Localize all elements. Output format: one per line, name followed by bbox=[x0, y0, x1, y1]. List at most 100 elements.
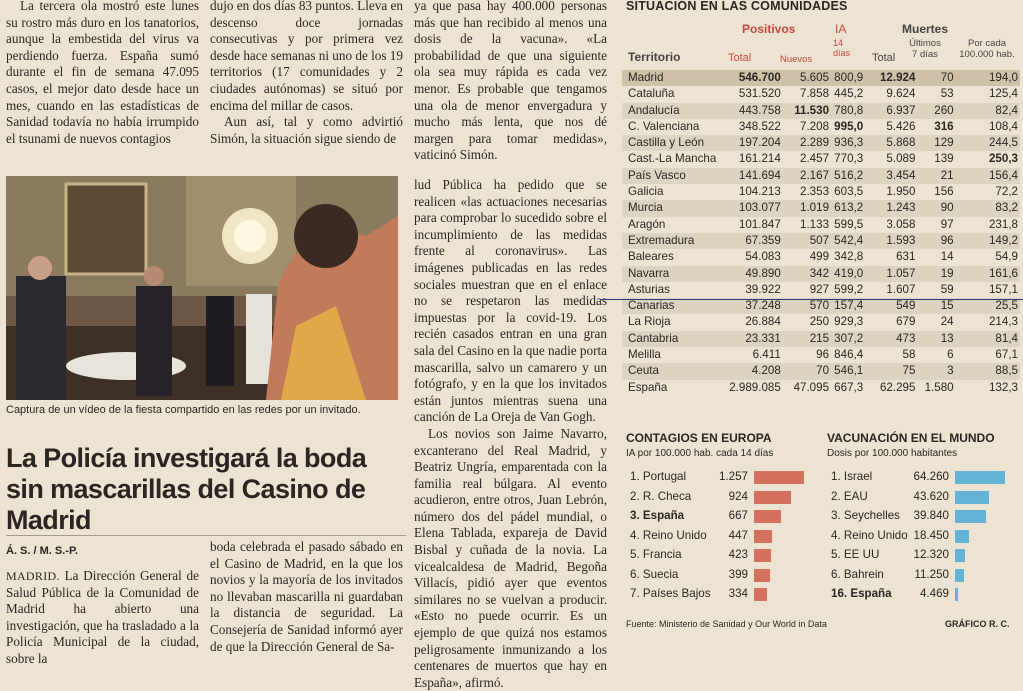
table-cell: 103.077 bbox=[720, 200, 783, 217]
table-cell: 5.426 bbox=[886, 119, 916, 133]
table-cell: 445,2 bbox=[834, 87, 864, 101]
table-cell: 5.868 bbox=[865, 135, 918, 152]
table-cell: 62.295 bbox=[879, 380, 916, 394]
table-cell: 507 bbox=[782, 232, 832, 250]
bar bbox=[754, 490, 791, 504]
table-cell: 15 bbox=[917, 298, 956, 315]
table-cell: 70 bbox=[917, 70, 956, 87]
bar-value-label: 667 bbox=[728, 509, 748, 522]
table-cell: 473 bbox=[865, 330, 918, 348]
bar bbox=[955, 588, 959, 601]
table-cell: 197.204 bbox=[720, 135, 783, 152]
table-cell: Andalucía bbox=[622, 102, 721, 119]
table-header: Positivos IA Muertes Territorio Total Nu… bbox=[622, 16, 1020, 70]
bar-value-label: 447 bbox=[728, 528, 748, 542]
bar-value-label: 4.469 bbox=[919, 587, 949, 600]
table-cell: 88,5 bbox=[955, 363, 1020, 380]
table-cell: 927 bbox=[809, 282, 830, 296]
table-cell: 141.694 bbox=[720, 167, 783, 185]
table-cell: 1.133 bbox=[800, 217, 830, 231]
table-title: SITUACIÓN EN LAS COMUNIDADES bbox=[626, 0, 848, 13]
article-column-1-bottom: MADRID. La Dirección General de Salud Pú… bbox=[6, 568, 199, 668]
table-cell: 936,3 bbox=[831, 135, 866, 152]
bar-label: 2. EAU bbox=[831, 489, 868, 503]
table-cell: 194,0 bbox=[955, 70, 1020, 87]
bar-label: 3. España bbox=[630, 509, 685, 522]
table-row: Murcia 103.077 1.019 613,2 1.243 90 83,2 bbox=[622, 200, 1020, 217]
table-cell: 4.208 bbox=[720, 363, 783, 380]
bar bbox=[955, 471, 1005, 484]
bar-label: 4. Reino Unido bbox=[630, 528, 707, 542]
table-cell: 348.522 bbox=[738, 119, 781, 133]
table-cell: 59 bbox=[940, 282, 954, 296]
header-por-cada: Por cada 100.000 hab. bbox=[959, 38, 1015, 60]
table-cell: 132,3 bbox=[988, 380, 1018, 394]
table-row: Baleares 54.083 499 342,8 631 14 54,9 bbox=[622, 249, 1020, 265]
table-cell: 161.214 bbox=[738, 152, 781, 166]
table-row: Navarra 49.890 342 419,0 1.057 19 161,6 bbox=[622, 265, 1020, 282]
table-cell: 139 bbox=[934, 152, 954, 166]
table-cell: 5.089 bbox=[886, 152, 916, 166]
table-cell: 667,3 bbox=[834, 380, 864, 394]
table-cell: 1.950 bbox=[886, 185, 916, 199]
table-cell: 516,2 bbox=[831, 167, 866, 185]
vacunacion-chart-subtitle: Dosis por 100.000 habitantes bbox=[827, 448, 958, 459]
table-cell: 54.083 bbox=[745, 250, 781, 264]
table-cell: 546.700 bbox=[720, 70, 783, 87]
table-row: La Rioja 26.884 250 929,3 679 24 214,3 bbox=[622, 314, 1020, 330]
bar-label: 2. R. Checa bbox=[630, 489, 692, 503]
table-row: Cast.-La Mancha 161.214 2.457 770,3 5.089 139… bbox=[622, 151, 1020, 167]
table-cell: 2.457 bbox=[800, 152, 830, 166]
table-cell: 443.758 bbox=[720, 102, 783, 119]
table-cell: 3 bbox=[917, 363, 956, 380]
table-cell: C. Valenciana bbox=[628, 119, 700, 133]
table-cell: Extremadura bbox=[622, 232, 721, 250]
table-cell: 83,2 bbox=[955, 200, 1020, 217]
table-cell: 316 bbox=[934, 119, 954, 133]
article-column-2-bottom: boda celebrada el pasado sábado en el Ca… bbox=[210, 539, 403, 655]
paragraph: lud Pública ha pedido que se realicen «l… bbox=[414, 177, 607, 425]
table-cell: 231,8 bbox=[988, 217, 1018, 231]
table-cell: Murcia bbox=[622, 200, 721, 217]
situation-table: SITUACIÓN EN LAS COMUNIDADES Positivos I… bbox=[622, 0, 1020, 396]
table-cell: 21 bbox=[917, 167, 956, 185]
table-cell: 929,3 bbox=[834, 315, 864, 329]
header-total: Total bbox=[728, 52, 752, 64]
table-cell: 9.624 bbox=[886, 87, 916, 101]
bar-label: 7. Países Bajos bbox=[630, 587, 711, 600]
table-cell: 75 bbox=[865, 363, 918, 380]
bar-label: 3. Seychelles bbox=[831, 509, 900, 522]
wedding-photo bbox=[6, 176, 398, 400]
table-cell: 53 bbox=[940, 87, 954, 101]
table-cell: 81,4 bbox=[955, 330, 1020, 348]
table-cell: España bbox=[628, 380, 668, 394]
paragraph: boda celebrada el pasado sábado en el Ca… bbox=[210, 539, 403, 654]
table-row: Cataluña 531.520 7.858 445,2 9.624 53 125,4 bbox=[622, 86, 1020, 102]
paragraph: MADRID. La Dirección General de Salud Pú… bbox=[6, 568, 199, 668]
bar-label: 5. Francia bbox=[630, 548, 682, 561]
dateline: MADRID. bbox=[6, 569, 60, 583]
table-row: Canarias 37.248 570 157,4 549 15 25,5 bbox=[622, 298, 1020, 315]
table-cell: 82,4 bbox=[955, 102, 1020, 119]
table-cell: 1.607 bbox=[886, 282, 916, 296]
paragraph: Los novios son Jaime Navarro, excanteran… bbox=[414, 425, 607, 690]
table-cell: 13 bbox=[917, 330, 956, 348]
table-cell: 542,4 bbox=[831, 232, 866, 250]
bar bbox=[955, 510, 986, 523]
bar bbox=[754, 549, 771, 562]
bar-label: 1. Portugal bbox=[630, 470, 687, 483]
table-row: España 2.989.085 47.095 667,3 62.295 1.580 132… bbox=[622, 380, 1020, 396]
bar-value-label: 334 bbox=[728, 587, 748, 600]
table-cell: 613,2 bbox=[831, 200, 866, 217]
bar-label: 16. España bbox=[831, 587, 892, 600]
table-cell: 2.289 bbox=[782, 135, 832, 152]
table-cell: 770,3 bbox=[834, 152, 864, 166]
table-cell: 47.095 bbox=[793, 380, 830, 394]
bar-value-label: 64.260 bbox=[913, 470, 949, 483]
bar-value-label: 39.840 bbox=[913, 509, 949, 522]
bar-value-label: 399 bbox=[728, 567, 748, 581]
table-cell: 570 bbox=[782, 298, 832, 315]
table-row: Asturias 39.922 927 599,2 1.607 59 157,1 bbox=[622, 282, 1020, 298]
table-cell: 54,9 bbox=[995, 250, 1018, 264]
table-row: Madrid 546.700 5.605 800,9 12.924 70 194,0 bbox=[622, 70, 1020, 87]
